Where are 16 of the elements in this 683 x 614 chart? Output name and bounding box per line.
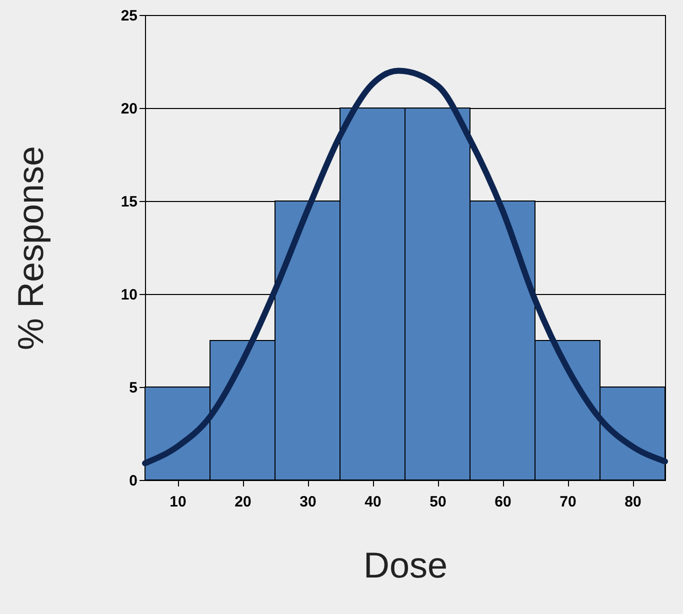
y-tick-label: 25 (120, 8, 138, 24)
x-tick-label: 20 (234, 494, 252, 510)
y-tick-label: 15 (120, 194, 138, 210)
x-tick-label: 70 (560, 494, 576, 510)
x-tick-label: 50 (430, 494, 446, 510)
x-tick-label: 30 (300, 494, 316, 510)
x-tick-label: 80 (624, 494, 642, 510)
y-tick-label: 0 (129, 472, 138, 490)
y-tick-label: 20 (120, 100, 138, 118)
y-axis-title: % Response (10, 146, 51, 350)
y-tick-label: 10 (120, 286, 138, 304)
x-axis-title: Dose (363, 544, 448, 586)
x-tick-label: 60 (494, 494, 512, 510)
x-tick-label: 40 (364, 494, 382, 510)
y-tick-label: 5 (129, 380, 138, 396)
x-tick-label: 10 (170, 494, 186, 510)
